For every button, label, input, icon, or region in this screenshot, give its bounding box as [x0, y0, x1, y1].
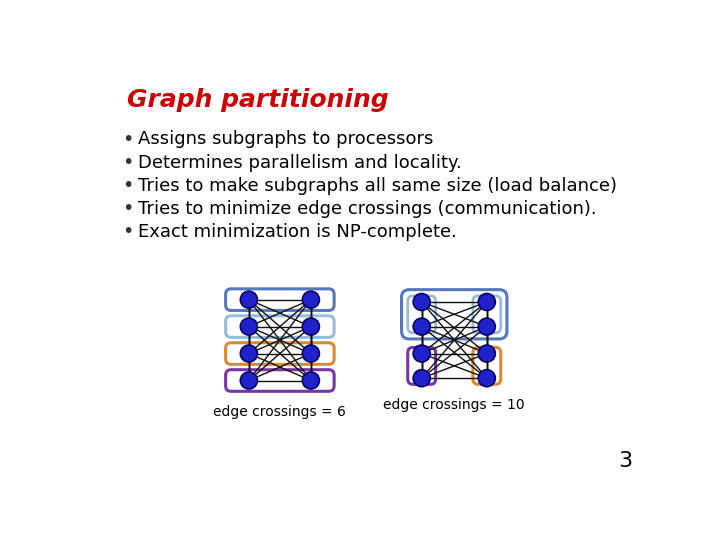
Circle shape	[413, 293, 431, 310]
Text: edge crossings = 10: edge crossings = 10	[384, 398, 525, 412]
Circle shape	[302, 291, 320, 308]
Text: Determines parallelism and locality.: Determines parallelism and locality.	[138, 153, 462, 172]
Text: edge crossings = 6: edge crossings = 6	[213, 405, 346, 419]
Text: •: •	[122, 199, 134, 218]
Text: 3: 3	[618, 451, 632, 471]
Circle shape	[240, 372, 258, 389]
Circle shape	[240, 345, 258, 362]
Text: •: •	[122, 222, 134, 241]
Text: Tries to make subgraphs all same size (load balance): Tries to make subgraphs all same size (l…	[138, 177, 617, 195]
Circle shape	[302, 372, 320, 389]
Circle shape	[478, 370, 495, 387]
Text: •: •	[122, 130, 134, 149]
Text: •: •	[122, 176, 134, 195]
Circle shape	[478, 318, 495, 335]
Circle shape	[302, 345, 320, 362]
Circle shape	[478, 345, 495, 362]
Text: Graph partitioning: Graph partitioning	[127, 88, 389, 112]
Circle shape	[478, 293, 495, 310]
Circle shape	[413, 318, 431, 335]
Circle shape	[302, 318, 320, 335]
Text: Tries to minimize edge crossings (communication).: Tries to minimize edge crossings (commun…	[138, 200, 597, 218]
Text: Exact minimization is NP-complete.: Exact minimization is NP-complete.	[138, 223, 457, 241]
Circle shape	[413, 345, 431, 362]
Circle shape	[413, 370, 431, 387]
Circle shape	[240, 318, 258, 335]
Circle shape	[240, 291, 258, 308]
Text: Assigns subgraphs to processors: Assigns subgraphs to processors	[138, 131, 433, 149]
Text: •: •	[122, 153, 134, 172]
